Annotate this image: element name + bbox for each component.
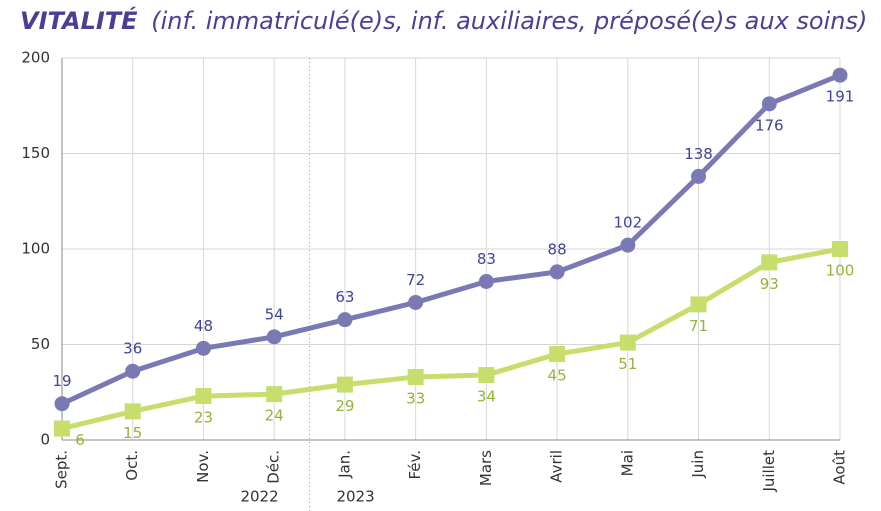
point: [761, 254, 778, 271]
point: [195, 388, 212, 405]
point: [832, 241, 848, 257]
point: [54, 396, 70, 412]
y-tick-label: 150: [21, 144, 50, 162]
point: [619, 334, 636, 351]
chart-title: VITALITÉ: [20, 6, 138, 35]
point: [832, 67, 848, 83]
point: [478, 367, 495, 384]
data-label: 83: [477, 250, 496, 268]
x-tick-label: Août: [831, 450, 849, 485]
point: [54, 420, 70, 437]
x-tick-label: Mars: [477, 450, 495, 486]
point: [195, 340, 211, 356]
data-label: 45: [548, 367, 567, 385]
x-tick-label: Déc.: [265, 450, 283, 484]
point: [549, 346, 566, 363]
data-label: 102: [613, 214, 642, 232]
data-label: 72: [406, 271, 425, 289]
data-label: 24: [265, 407, 284, 425]
y-tick-label: 0: [40, 431, 50, 449]
point: [478, 273, 494, 289]
point: [336, 376, 353, 393]
data-label: 6: [75, 431, 85, 449]
point: [690, 296, 707, 313]
point: [620, 237, 636, 253]
data-label: 176: [755, 116, 784, 134]
data-label: 51: [618, 355, 637, 373]
data-label: 36: [123, 340, 142, 358]
data-label: 54: [265, 305, 284, 323]
x-tick-label: Jan.: [335, 450, 353, 479]
y-tick-label: 200: [21, 49, 50, 67]
point: [266, 329, 282, 345]
data-label: 34: [477, 388, 496, 406]
point: [549, 264, 565, 280]
data-label: 63: [335, 288, 354, 306]
chart-subtitle: (inf. immatriculé(e)s, inf. auxiliaires,…: [151, 7, 867, 35]
data-label: 19: [52, 372, 71, 390]
point: [407, 368, 424, 385]
x-tick-label: Juin: [689, 450, 707, 479]
data-label: 15: [123, 424, 142, 442]
point: [761, 96, 777, 112]
data-label: 48: [194, 317, 213, 335]
series-line: [60, 72, 841, 406]
x-tick-label: Sept.: [53, 450, 71, 489]
y-tick-label: 50: [31, 335, 50, 353]
point: [408, 294, 424, 310]
x-tick-label: Oct.: [123, 450, 141, 481]
x-tick-label: Fév.: [406, 450, 424, 480]
data-label: 71: [689, 317, 708, 335]
point: [124, 403, 141, 420]
point: [691, 168, 707, 184]
data-label: 88: [548, 240, 567, 258]
data-label: 93: [760, 275, 779, 293]
point: [266, 386, 283, 403]
x-tick-label: Juillet: [760, 450, 778, 493]
x-tick-label: Mai: [618, 450, 636, 476]
chart-title-group: VITALITÉ (inf. immatriculé(e)s, inf. aux…: [20, 6, 867, 35]
data-label: 191: [826, 88, 855, 106]
data-label: 23: [194, 409, 213, 427]
data-label: 33: [406, 389, 425, 407]
data-label: 29: [335, 397, 354, 415]
point: [337, 312, 353, 328]
x-tick-label: Nov.: [194, 450, 212, 483]
data-label: 100: [826, 262, 855, 280]
year-label: 2023: [336, 488, 374, 506]
x-tick-label: Avril: [548, 450, 566, 483]
y-tick-label: 100: [21, 240, 50, 258]
series-line: [61, 246, 841, 431]
year-label: 2022: [240, 488, 278, 506]
data-label: 138: [684, 145, 713, 163]
point: [125, 363, 141, 379]
